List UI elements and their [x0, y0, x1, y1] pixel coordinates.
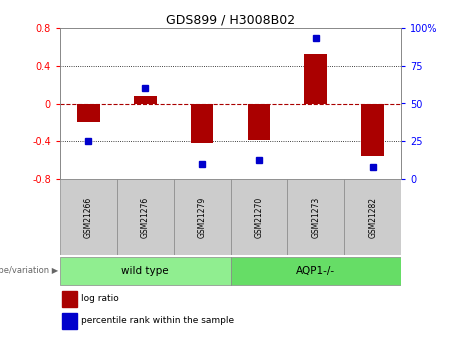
- Text: GSM21273: GSM21273: [311, 197, 320, 238]
- Bar: [344, 179, 401, 255]
- Bar: [361, 104, 384, 156]
- Text: GSM21266: GSM21266: [84, 197, 93, 238]
- Text: AQP1-/-: AQP1-/-: [296, 266, 335, 276]
- Bar: [77, 104, 100, 122]
- Bar: [174, 179, 230, 255]
- Text: GSM21270: GSM21270: [254, 197, 263, 238]
- Bar: [60, 179, 117, 255]
- Bar: [248, 104, 270, 139]
- Bar: [60, 257, 230, 285]
- Bar: [134, 96, 157, 104]
- Text: wild type: wild type: [121, 266, 169, 276]
- Text: log ratio: log ratio: [82, 294, 119, 303]
- Text: genotype/variation ▶: genotype/variation ▶: [0, 266, 59, 275]
- Text: percentile rank within the sample: percentile rank within the sample: [82, 316, 235, 325]
- Text: GSM21282: GSM21282: [368, 197, 377, 238]
- Bar: [62, 291, 77, 306]
- Bar: [287, 179, 344, 255]
- Text: GSM21279: GSM21279: [198, 197, 207, 238]
- Bar: [230, 179, 287, 255]
- Bar: [304, 54, 327, 104]
- Bar: [117, 179, 174, 255]
- Bar: [191, 104, 213, 144]
- Bar: [62, 313, 77, 329]
- Text: GSM21276: GSM21276: [141, 197, 150, 238]
- Bar: [230, 257, 401, 285]
- Title: GDS899 / H3008B02: GDS899 / H3008B02: [166, 13, 295, 27]
